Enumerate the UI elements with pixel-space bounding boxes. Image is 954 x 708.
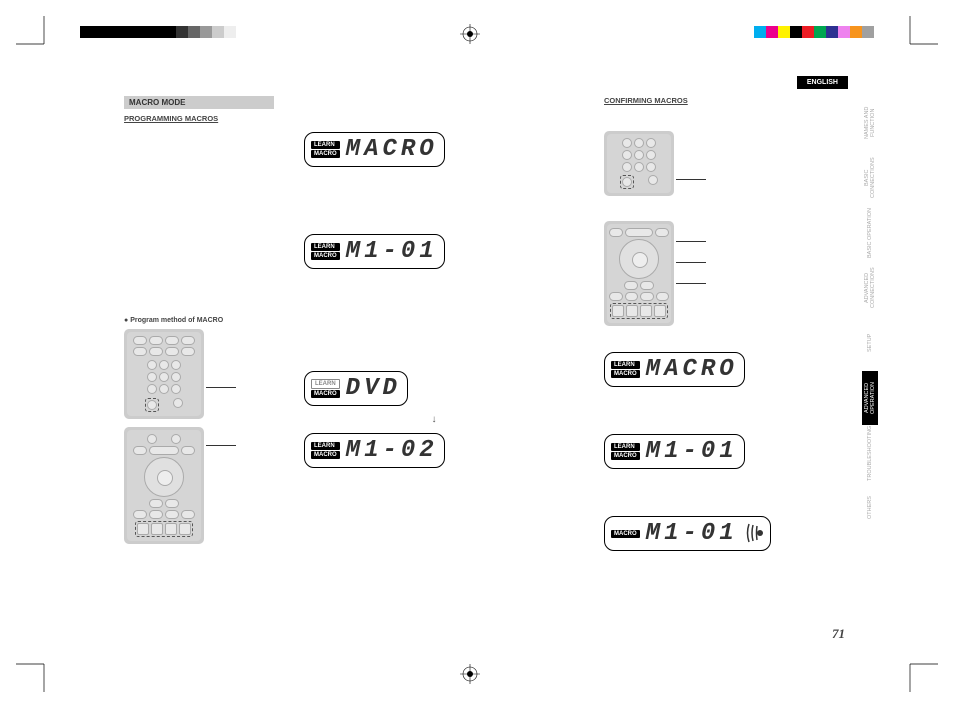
lcd-m1-01-b: LEARNMACRO M1-01 (604, 434, 745, 469)
lcd-label-macro: MACRO (311, 150, 340, 158)
subsection-programming: PROGRAMMING MACROS (124, 114, 274, 123)
lcd-text: MACRO (646, 356, 738, 383)
callout-line (676, 283, 706, 284)
crop-mark-br (898, 652, 938, 692)
lcd-label-learn: LEARN (311, 379, 340, 389)
lcd-m1-02: LEARNMACRO M1-02 (304, 433, 445, 468)
crop-mark-bl (16, 652, 56, 692)
lcd-macro-1: LEARNMACRO MACRO (304, 132, 445, 167)
lcd-label-learn: LEARN (611, 443, 640, 451)
bullet-program-method: ● Program method of MACRO (124, 317, 274, 324)
side-tab: SETUP (862, 316, 878, 370)
lcd-label-macro: MACRO (611, 452, 640, 460)
signal-icon (746, 522, 764, 546)
side-tab: NAMES ANDFUNCTION (862, 96, 878, 150)
side-tab: BASIC OPERATION (862, 206, 878, 260)
lcd-label-learn: LEARN (611, 361, 640, 369)
lcd-text: MACRO (346, 136, 438, 163)
side-tab: ADVANCEDCONNECTIONS (862, 261, 878, 315)
lcd-m1-01-signal: MACRO M1-01 (604, 516, 771, 551)
lcd-label-macro: MACRO (611, 530, 640, 538)
side-tab: OTHERS (862, 481, 878, 535)
lcd-label-macro: MACRO (311, 451, 340, 459)
lcd-text: M1-02 (346, 437, 438, 464)
side-tab: BASICCONNECTIONS (862, 151, 878, 205)
lcd-label-learn: LEARN (311, 141, 340, 149)
bullet-label: Program method of MACRO (130, 317, 223, 324)
registration-mark-top (460, 24, 480, 44)
callout-line (676, 179, 706, 180)
lcd-dvd: LEARNMACRO DVD (304, 371, 408, 406)
lcd-label-macro: MACRO (311, 390, 340, 398)
side-tab: TROUBLESHOOTING (862, 426, 878, 480)
lcd-macro-2: LEARNMACRO MACRO (604, 352, 745, 387)
content-area: MACRO MODE PROGRAMMING MACROS ● Program … (124, 96, 820, 624)
callout-line (206, 445, 236, 446)
middle-column: LEARNMACRO MACRO LEARNMACRO M1-01 LEARNM… (304, 96, 564, 474)
colorbar-right (754, 26, 874, 38)
right-column: CONFIRMING MACROS (604, 96, 864, 557)
side-tab: ADVANCEDOPERATION (862, 371, 878, 425)
remote-illustration-confirm-top (604, 131, 674, 196)
side-tabs: NAMES ANDFUNCTIONBASICCONNECTIONSBASIC O… (862, 96, 878, 535)
callout-line (676, 241, 706, 242)
remote-illustration-confirm-bottom (604, 221, 674, 326)
lcd-label-learn: LEARN (311, 442, 340, 450)
left-column: MACRO MODE PROGRAMMING MACROS ● Program … (124, 96, 274, 544)
callout-line (676, 262, 706, 263)
crop-mark-tr (898, 16, 938, 56)
section-header: MACRO MODE (124, 96, 274, 109)
lcd-m1-01: LEARNMACRO M1-01 (304, 234, 445, 269)
page-frame: ENGLISH NAMES ANDFUNCTIONBASICCONNECTION… (54, 54, 900, 654)
lcd-label-learn: LEARN (311, 243, 340, 251)
lcd-text: DVD (346, 375, 401, 402)
lcd-label-macro: MACRO (311, 252, 340, 260)
registration-mark-bottom (460, 664, 480, 684)
page-number: 71 (832, 626, 845, 642)
remote-illustration-2 (124, 427, 204, 544)
lcd-text: M1-01 (346, 238, 438, 265)
lcd-label-macro: MACRO (611, 370, 640, 378)
crop-mark-tl (16, 16, 56, 56)
remote-illustration-1 (124, 329, 204, 419)
language-tab: ENGLISH (797, 76, 848, 89)
lcd-text: M1-01 (646, 438, 738, 465)
lcd-text: M1-01 (646, 520, 738, 547)
callout-line (206, 387, 236, 388)
subsection-confirming: CONFIRMING MACROS (604, 96, 864, 105)
arrow-down-icon: ↓ (304, 414, 564, 425)
colorbar-left (80, 26, 248, 38)
